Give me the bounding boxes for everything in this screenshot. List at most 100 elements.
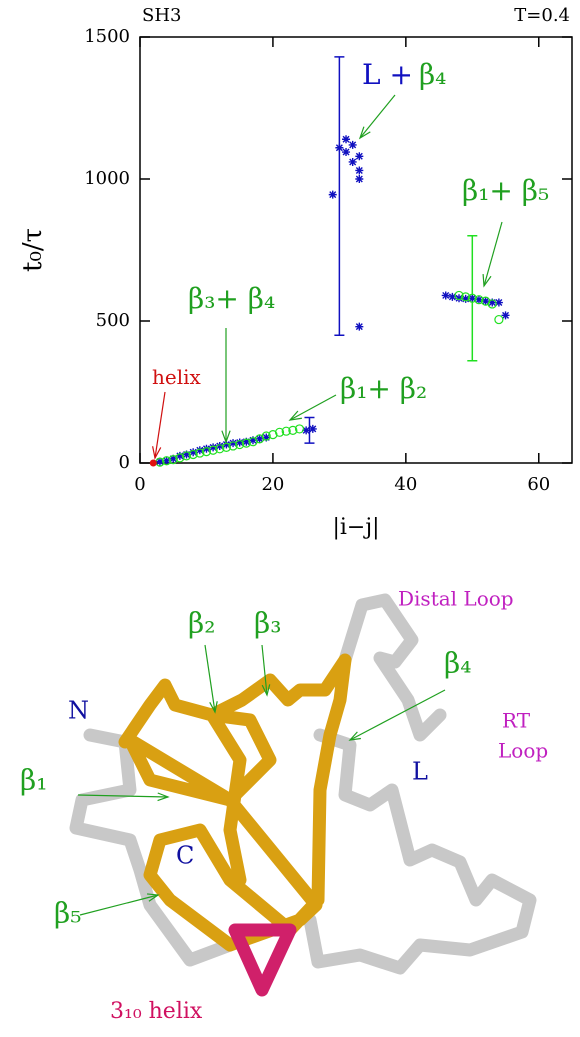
point xyxy=(215,444,225,454)
point xyxy=(161,456,172,466)
point xyxy=(268,430,278,440)
point xyxy=(342,148,351,157)
point xyxy=(175,451,184,460)
point xyxy=(302,426,311,435)
annotation: β₁+ β₅ xyxy=(462,174,549,207)
point xyxy=(255,434,264,443)
protein-structure xyxy=(69,593,537,997)
point xyxy=(461,292,471,302)
point xyxy=(342,135,351,144)
y-tick-label: 0 xyxy=(119,452,130,473)
x-tick-label: 40 xyxy=(394,474,417,495)
point xyxy=(241,438,251,448)
point xyxy=(294,424,305,434)
x-tick-label: 0 xyxy=(134,474,145,495)
annotation-arrow xyxy=(154,391,166,459)
point xyxy=(208,445,218,455)
structure-label: β₄ xyxy=(444,647,471,680)
point xyxy=(182,450,191,459)
point xyxy=(162,456,171,465)
point xyxy=(348,157,357,166)
coil xyxy=(303,728,537,975)
label-arrow xyxy=(77,794,169,798)
point xyxy=(455,294,464,303)
point xyxy=(454,290,464,301)
y-tick-label: 1500 xyxy=(84,26,130,47)
label-arrowhead xyxy=(261,684,271,697)
chart-subtitle: T=0.4 xyxy=(514,5,570,26)
point xyxy=(461,294,470,303)
annotation: helix xyxy=(152,365,202,389)
point xyxy=(169,454,178,463)
coil xyxy=(69,728,237,967)
point xyxy=(355,166,364,175)
label-arrow xyxy=(261,644,268,696)
chart-title: SH3 xyxy=(142,5,181,26)
point xyxy=(288,425,298,435)
point xyxy=(481,297,490,306)
label-arrow xyxy=(349,689,446,741)
point xyxy=(222,440,231,449)
structure-label: β₂ xyxy=(188,607,215,640)
structure-label: β₃ xyxy=(254,607,281,640)
point xyxy=(441,291,450,300)
point xyxy=(168,454,178,465)
point xyxy=(355,175,364,183)
annotation-arrowhead xyxy=(152,446,162,460)
point xyxy=(467,293,477,303)
structure-label: N xyxy=(68,697,89,725)
point xyxy=(348,140,357,149)
point xyxy=(175,453,185,463)
annotation-text: L + xyxy=(362,58,413,91)
annotation-text: β₁+ β₂ xyxy=(340,372,427,405)
point xyxy=(494,298,503,307)
point xyxy=(328,190,337,199)
point xyxy=(215,441,224,450)
label-arrowhead xyxy=(348,731,361,741)
point xyxy=(155,457,164,466)
point xyxy=(235,439,245,450)
y-axis-label: t₀/τ xyxy=(18,228,48,272)
point xyxy=(448,292,457,301)
annotation-arrow xyxy=(483,221,503,287)
point xyxy=(274,427,285,437)
annotation-arrowhead xyxy=(358,126,371,140)
annotation: L + β₄ xyxy=(362,58,446,91)
y-tick-label: 500 xyxy=(96,310,130,331)
annotation-text: helix xyxy=(152,365,202,389)
label-arrow xyxy=(79,894,159,916)
helix-310 xyxy=(228,923,297,997)
point xyxy=(195,448,205,458)
point xyxy=(189,448,198,457)
x-tick-label: 20 xyxy=(261,474,284,495)
annotation: β₃+ β₄ xyxy=(188,282,275,315)
point xyxy=(188,449,198,460)
point xyxy=(474,295,483,304)
annotation-arrowhead xyxy=(221,430,231,444)
point xyxy=(149,459,157,467)
point xyxy=(262,433,271,442)
label-arrowhead xyxy=(209,701,218,714)
point xyxy=(261,431,271,441)
point xyxy=(242,437,251,446)
point xyxy=(195,446,204,455)
label-arrowhead xyxy=(146,893,160,902)
point xyxy=(501,311,510,320)
point xyxy=(487,299,497,309)
annotation-arrowhead xyxy=(482,273,492,288)
y-tick-label: 1000 xyxy=(84,168,130,189)
point xyxy=(248,436,257,445)
structure-label: Distal Loop xyxy=(398,587,514,611)
x-axis-label: |i−j| xyxy=(332,515,379,540)
annotation: β₁+ β₂ xyxy=(340,372,427,405)
structure-label: 3₁₀ helix xyxy=(110,999,203,1024)
strands xyxy=(118,653,352,952)
structure-label: β₅ xyxy=(54,897,81,930)
annotation-arrow xyxy=(359,94,396,139)
point xyxy=(335,143,344,152)
point xyxy=(355,152,364,161)
structure-label: β₁ xyxy=(20,764,47,797)
point xyxy=(488,298,497,307)
annotation-text: β₁+ β₅ xyxy=(462,174,549,207)
